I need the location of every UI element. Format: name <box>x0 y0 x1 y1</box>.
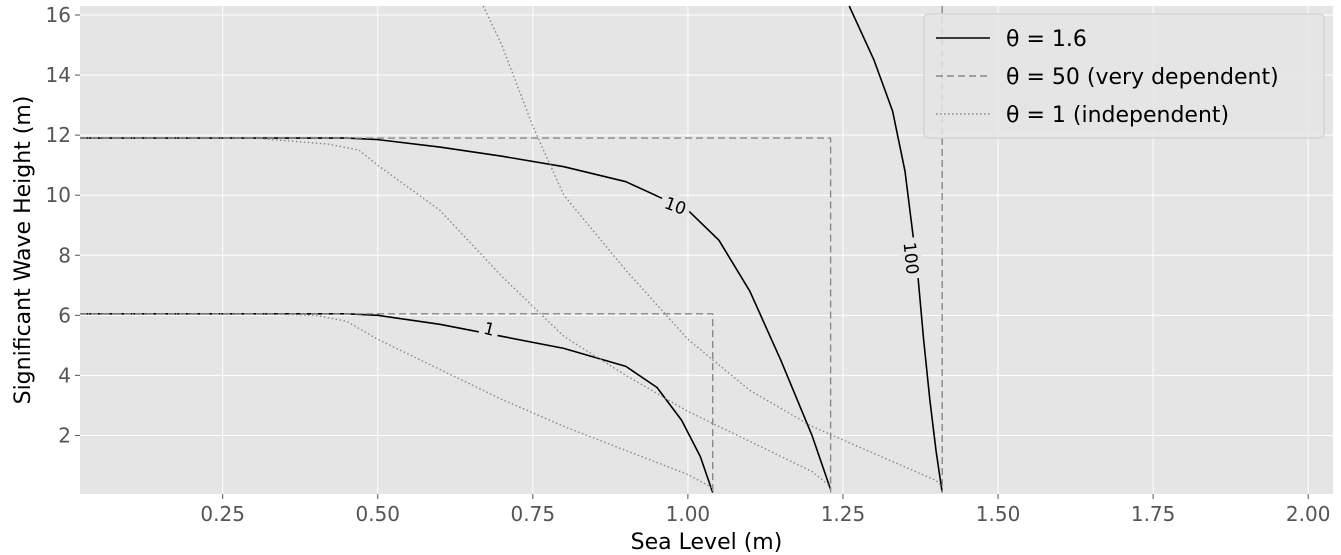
contour-label-bg <box>898 236 925 280</box>
x-tick-label: 2.00 <box>1286 502 1331 526</box>
series-line-dashed-level-10 <box>80 137 832 493</box>
y-tick-label: 16 <box>46 3 71 27</box>
x-tick-label: 1.75 <box>1131 502 1176 526</box>
y-axis-label: Significant Wave Height (m) <box>11 96 36 405</box>
series-line-dotted-level-10 <box>80 137 832 488</box>
series-line-solid-level-1 <box>80 312 714 493</box>
x-tick-label: 1.25 <box>821 502 866 526</box>
x-tick-label: 0.50 <box>355 502 400 526</box>
series-line-dotted-level-1 <box>80 313 714 489</box>
legend: θ = 1.6 θ = 50 (very dependent) θ = 1 (ind… <box>923 13 1325 139</box>
y-tick-label: 2 <box>58 423 71 447</box>
contour-label: 100 <box>899 241 922 275</box>
series-line-dotted-level-100 <box>482 5 943 488</box>
x-axis-ticks: 0.25 0.50 0.75 1.00 1.25 1.50 1.75 2.00 <box>200 494 1330 526</box>
legend-label: θ = 50 (very dependent) <box>1006 65 1279 90</box>
y-axis-ticks: 2 4 6 8 10 12 14 16 <box>46 3 80 447</box>
legend-label: θ = 1 (independent) <box>1006 103 1229 128</box>
contour-label-bg <box>477 315 502 342</box>
x-tick-label: 0.75 <box>511 502 556 526</box>
legend-label: θ = 1.6 <box>1006 27 1087 52</box>
y-tick-label: 14 <box>46 63 71 87</box>
x-tick-label: 0.25 <box>200 502 245 526</box>
series-line-solid-level-10 <box>80 137 832 490</box>
series-line-dashed-level-1 <box>80 313 714 493</box>
x-tick-label: 1.00 <box>666 502 711 526</box>
x-tick-label: 1.50 <box>976 502 1021 526</box>
y-tick-label: 10 <box>46 183 71 207</box>
y-tick-label: 4 <box>58 363 71 387</box>
y-tick-label: 6 <box>58 303 71 327</box>
legend-items: θ = 1.6 θ = 50 (very dependent) θ = 1 (ind… <box>936 27 1279 128</box>
x-axis-label: Sea Level (m) <box>631 530 783 555</box>
contour-label: 1 <box>481 319 496 341</box>
contour-label-bg <box>657 190 694 222</box>
y-tick-label: 12 <box>46 123 71 147</box>
y-tick-label: 8 <box>58 243 71 267</box>
legend-box <box>923 13 1325 139</box>
